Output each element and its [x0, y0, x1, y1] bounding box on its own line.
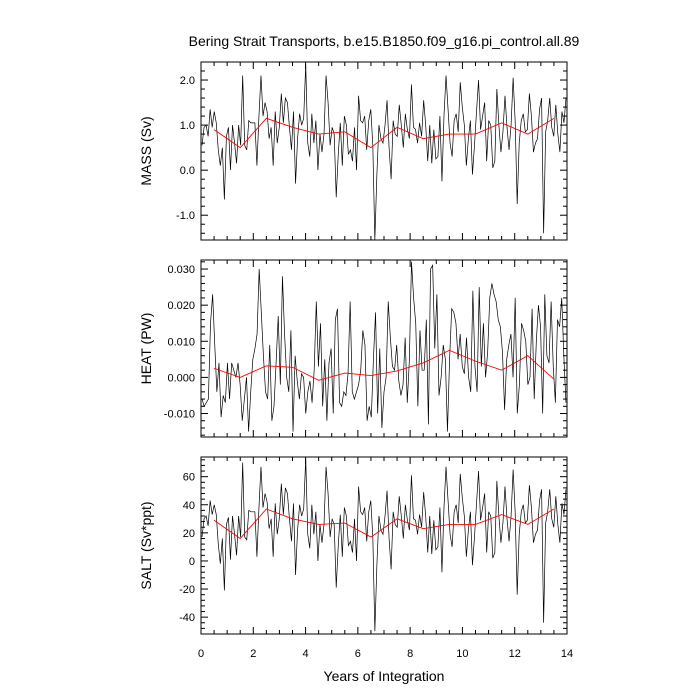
monthly-series-line — [201, 458, 567, 632]
x-tick-label: 14 — [561, 648, 573, 660]
annual-mean-line — [213, 349, 555, 381]
y-tick-label: 60 — [183, 472, 195, 484]
annual-mean-line — [213, 508, 555, 540]
x-tick-label: 0 — [198, 648, 204, 660]
y-tick-label: 1.0 — [180, 120, 195, 132]
y-tick-label: 40 — [183, 500, 195, 512]
y-tick-label: 0.0 — [180, 165, 195, 177]
y-tick-label: 20 — [183, 528, 195, 540]
panels-group: -1.0 0.0 1.0 2.0 MASS (Sv) -0.010 0.000 0.010 0.… — [138, 61, 573, 660]
monthly-series-line — [201, 261, 567, 432]
y-tick-label: -1.0 — [176, 210, 195, 222]
y-tick-label: 0.020 — [167, 300, 195, 312]
monthly-series-line — [201, 64, 567, 240]
y-tick-label: -20 — [179, 584, 195, 596]
panel-1: -1.0 0.0 1.0 2.0 MASS (Sv) — [138, 61, 568, 241]
panel-3: -40 -20 0 20 40 60 SALT (Sv*ppt) 0 2 4 6 8 10 12 14 — [138, 456, 573, 660]
y-tick-label: 0.010 — [167, 336, 195, 348]
x-tick-label: 2 — [250, 648, 256, 660]
x-tick-label: 8 — [407, 648, 413, 660]
x-axis-label: Years of Integration — [324, 668, 445, 684]
x-tick-label: 10 — [456, 648, 468, 660]
y-tick-label: 0.030 — [167, 264, 195, 276]
x-tick-label: 6 — [355, 648, 361, 660]
x-tick-label: 4 — [303, 648, 309, 660]
y-tick-label: -40 — [179, 612, 195, 624]
y-axis-label: MASS (Sv) — [138, 116, 154, 185]
y-tick-label: -0.010 — [164, 409, 195, 421]
panel-2: -0.010 0.000 0.010 0.020 0.030 HEAT (PW) — [138, 259, 568, 438]
y-axis-label: HEAT (PW) — [138, 313, 154, 385]
chart-title: Bering Strait Transports, b.e15.B1850.f0… — [189, 33, 580, 49]
y-tick-label: 2.0 — [180, 75, 195, 87]
y-axis-label: SALT (Sv*ppt) — [138, 501, 154, 589]
y-tick-label: 0.000 — [167, 372, 195, 384]
annual-mean-line — [213, 117, 555, 149]
y-tick-label: 0 — [189, 556, 195, 568]
x-tick-label: 12 — [509, 648, 521, 660]
